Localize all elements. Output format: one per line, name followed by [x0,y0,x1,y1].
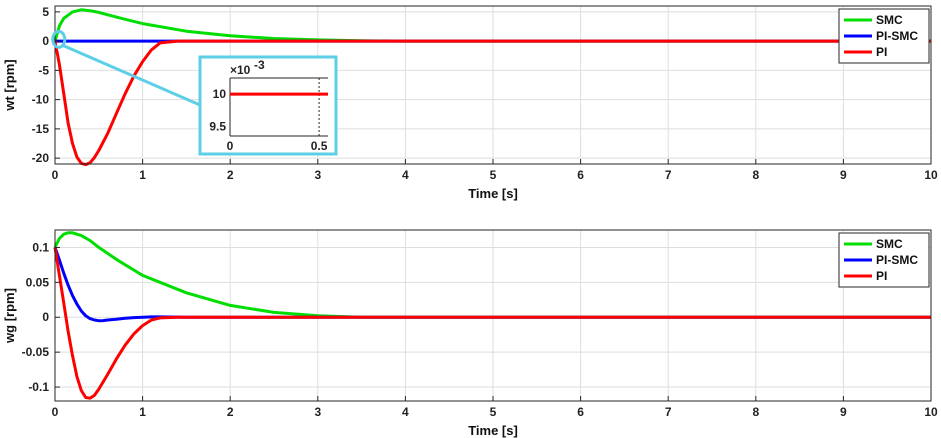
x-tick-label: 10 [924,405,938,419]
y-axis-label: wt [rpm] [2,59,17,111]
y-tick-label: -0.1 [28,380,49,394]
inset-plot: 10 9.50 0.5 ×10 -3 [198,55,338,156]
legend-label-smc: SMC [876,13,903,27]
x-axis-label: Time [s] [468,423,518,438]
inset-x-tick-label: 0 [227,139,234,153]
x-tick-label: 8 [752,405,759,419]
legend-label-smc: SMC [876,237,903,251]
x-tick-label: 0 [52,405,59,419]
inset-frame [198,55,338,156]
y-tick-label: -20 [32,151,50,165]
zoom-connector [62,43,201,107]
legend: SMC PI-SMC PI [838,232,930,288]
y-tick-label: -15 [32,122,50,136]
series-line-pi [53,39,931,167]
series-line-pi [53,247,931,400]
x-tick-label: 5 [490,168,497,182]
inset-y-tick-label: 10 [213,87,227,101]
y-tick-label: 5 [42,5,49,19]
inset-x-tick-label: 0.5 [311,139,328,153]
x-tick-label: 6 [577,405,584,419]
chart-1: 0 1 2 3 4 5 6 7 8 9 10 5 0 -5 -10 -15 -20 Time [s] wt [rpm… [2,5,938,201]
x-tick-label: 6 [577,168,584,182]
x-tick-label: 2 [227,168,234,182]
y-tick-label: 0.05 [26,275,50,289]
x-tick-label: 9 [840,405,847,419]
chart-2: 0 1 2 3 4 5 6 7 8 9 10 0.1 0.05 0 -0.05 -0.1 Time [s] wg … [2,229,938,438]
x-tick-label: 9 [840,168,847,182]
y-tick-label: -5 [38,63,49,77]
y-tick-label: 0 [42,310,49,324]
x-tick-label: 4 [402,405,409,419]
x-tick-label: 7 [665,405,672,419]
x-tick-label: 10 [924,168,938,182]
x-tick-label: 0 [52,168,59,182]
y-axis-label: wg [rpm] [2,288,17,344]
y-tick-label: 0 [42,34,49,48]
y-tick-label: -10 [32,93,50,107]
legend: SMC PI-SMC PI [838,8,930,64]
legend-label-pi: PI [876,269,887,283]
x-tick-label: 7 [665,168,672,182]
x-tick-label: 1 [139,168,146,182]
x-tick-label: 3 [314,168,321,182]
x-tick-label: 4 [402,168,409,182]
x-tick-label: 1 [139,405,146,419]
x-tick-label: 5 [490,405,497,419]
inset-exponent-power: -3 [254,58,265,72]
zoom-circle [51,29,67,49]
legend-label-pi: PI [876,45,887,59]
x-axis-label: Time [s] [468,186,518,201]
legend-label-pi-smc: PI-SMC [876,29,918,43]
x-tick-label: 3 [314,405,321,419]
legend-label-pi-smc: PI-SMC [876,253,918,267]
inset-exponent-label: ×10 [230,63,251,77]
y-tick-label: 0.1 [32,240,49,254]
inset-y-tick-label: 9.5 [209,119,226,133]
y-tick-label: -0.05 [22,345,50,359]
x-tick-label: 2 [227,405,234,419]
x-tick-label: 8 [752,168,759,182]
